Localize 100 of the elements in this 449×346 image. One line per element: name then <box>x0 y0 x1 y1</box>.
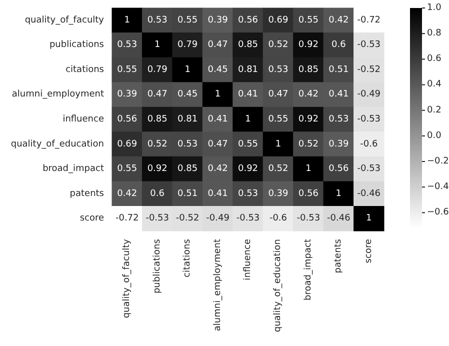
data-label: 1 <box>154 40 160 50</box>
data-label: -0.53 <box>357 164 381 174</box>
data-label: 0.41 <box>208 114 228 124</box>
data-label: 1 <box>366 214 372 224</box>
data-label: 0.92 <box>298 114 318 124</box>
data-label: 0.52 <box>268 164 288 174</box>
data-label: 0.53 <box>117 40 138 50</box>
data-label: 0.85 <box>298 64 318 75</box>
data-label: -0.53 <box>357 40 381 50</box>
x-tick-label: publications <box>152 238 162 294</box>
data-label: 0.6 <box>150 188 165 199</box>
data-label: 0.92 <box>238 164 258 174</box>
color-bar-label: −0.6 <box>427 208 449 218</box>
data-label: 0.56 <box>238 15 258 26</box>
color-bar-label: 0.0 <box>427 130 442 141</box>
data-label: -0.49 <box>206 214 230 224</box>
color-bar-label: −0.4 <box>427 182 449 192</box>
data-label: -0.6 <box>269 214 288 224</box>
x-tick-label: alumni_employment <box>212 238 223 332</box>
x-tick-label: broad_impact <box>303 238 314 300</box>
y-tick-label: quality_of_education <box>10 139 104 150</box>
y-tick-label: broad_impact <box>42 164 104 174</box>
data-label: 0.92 <box>298 40 318 50</box>
data-label: -0.52 <box>357 64 381 75</box>
data-label: 1 <box>214 90 221 100</box>
data-label: 0.41 <box>208 188 228 199</box>
color-bar-label: 0.4 <box>427 80 442 90</box>
data-label: -0.46 <box>327 214 351 224</box>
y-tick-label: citations <box>66 64 104 75</box>
data-label: -0.49 <box>357 90 381 100</box>
y-tick-label: score <box>80 214 104 224</box>
data-label: 0.85 <box>147 114 168 124</box>
y-tick-label: influence <box>62 114 104 124</box>
data-label: -0.6 <box>360 139 378 150</box>
data-label: 0.92 <box>147 164 168 174</box>
data-label: 0.42 <box>117 188 138 199</box>
data-label: 0.39 <box>117 90 138 100</box>
data-label: 0.53 <box>147 15 168 26</box>
data-label: 1 <box>245 114 251 124</box>
x-tick-label: influence <box>243 238 253 280</box>
data-label: -0.53 <box>296 214 320 224</box>
x-tick-label: citations <box>182 238 193 278</box>
data-label: 0.69 <box>117 139 138 150</box>
data-label: 0.55 <box>238 139 258 150</box>
data-label: -0.72 <box>357 15 381 26</box>
data-label: 0.56 <box>328 164 349 174</box>
x-tick-label: score <box>364 238 374 264</box>
data-label: 0.47 <box>147 90 168 100</box>
data-label: 0.39 <box>268 188 289 199</box>
data-label: 0.52 <box>298 139 318 150</box>
data-label: 1 <box>336 188 342 199</box>
data-label: 0.53 <box>238 188 258 199</box>
data-label: 0.55 <box>268 114 288 124</box>
data-label: 0.56 <box>117 114 138 124</box>
color-bar-label: 1.0 <box>427 3 442 13</box>
data-label: 1 <box>306 164 312 174</box>
data-label: 0.55 <box>298 15 318 26</box>
data-label: -0.53 <box>236 214 260 224</box>
data-label: 0.41 <box>328 90 349 100</box>
y-tick-label: patents <box>70 188 104 199</box>
data-label: 1 <box>184 64 190 75</box>
data-label: 0.81 <box>178 114 198 124</box>
data-label: 0.6 <box>332 40 346 50</box>
data-label: 0.47 <box>208 139 228 150</box>
data-label: 1 <box>275 139 282 150</box>
data-label: 0.79 <box>147 64 168 75</box>
data-label: 0.52 <box>268 40 288 50</box>
data-label: 0.52 <box>147 139 168 150</box>
data-label: 0.45 <box>178 90 198 100</box>
data-label: 0.85 <box>238 40 258 50</box>
data-label: -0.72 <box>115 214 139 224</box>
color-bar-label: 0.6 <box>427 54 442 64</box>
data-label: 0.45 <box>208 64 228 75</box>
data-label: 0.41 <box>238 90 258 100</box>
data-label: 0.79 <box>178 40 198 50</box>
data-label: -0.52 <box>176 214 200 224</box>
data-label: 0.47 <box>208 40 228 50</box>
data-label: 0.42 <box>298 90 318 100</box>
data-label: 0.47 <box>268 90 288 100</box>
data-label: 0.39 <box>208 15 228 26</box>
data-label: 0.55 <box>117 164 138 174</box>
data-label: -0.46 <box>357 188 381 199</box>
data-label: 0.81 <box>238 64 258 75</box>
data-label: 0.53 <box>328 114 349 124</box>
x-tick-label: quality_of_education <box>273 239 284 332</box>
x-tick-label: patents <box>334 238 344 274</box>
data-label: 0.39 <box>328 139 349 150</box>
data-label: 0.42 <box>208 164 228 174</box>
data-label: 0.53 <box>268 64 288 75</box>
data-label: -0.53 <box>357 114 381 124</box>
data-label: 0.56 <box>298 188 319 199</box>
data-label: 0.51 <box>178 188 198 199</box>
y-tick-label: publications <box>49 40 104 50</box>
color-bar-label: 0.8 <box>427 28 442 39</box>
y-tick-label: quality_of_faculty <box>24 15 105 26</box>
data-label: 0.55 <box>117 64 138 75</box>
data-label: 1 <box>124 15 130 26</box>
data-label: 0.85 <box>178 164 198 174</box>
y-tick-label: alumni_employment <box>12 90 104 100</box>
data-label: 0.42 <box>328 15 349 26</box>
